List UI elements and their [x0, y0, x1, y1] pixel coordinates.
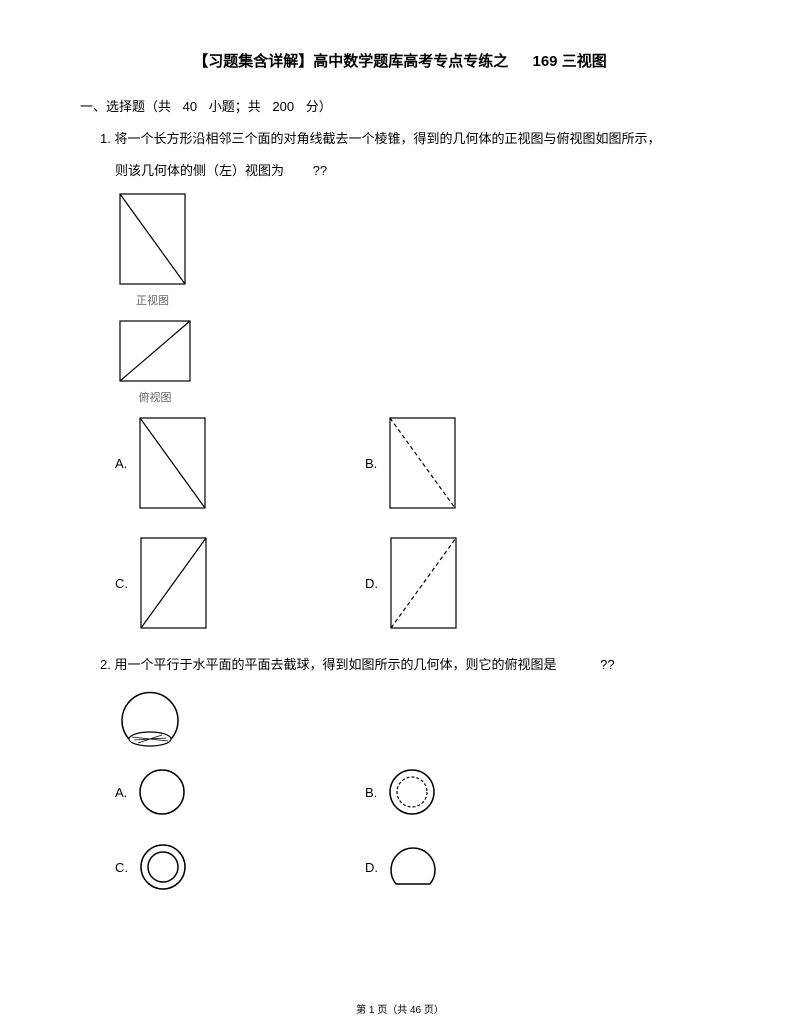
top-view-caption: 俯视图: [115, 389, 195, 405]
q2-qmark: ??: [600, 657, 614, 672]
q1-text1: 将一个长方形沿相邻三个面的对角线截去一个棱锥，得到的几何体的正视图与俯视图如图所…: [114, 131, 660, 146]
q2-text: 用一个平行于水平面的平面去截球，得到如图所示的几何体，则它的俯视图是: [114, 657, 556, 672]
q2-main-svg: [115, 687, 185, 757]
q2-option-a-label: A.: [115, 785, 127, 800]
section-header: 一、选择题（共 40 小题；共 200 分）: [80, 96, 720, 115]
q1-option-a[interactable]: A.: [115, 413, 365, 513]
question-1: 1. 将一个长方形沿相邻三个面的对角线截去一个棱锥，得到的几何体的正视图与俯视图…: [100, 127, 720, 150]
title-prefix: 【习题集含详解】高中数学题库高考专点专练之: [193, 53, 508, 70]
q1-option-c[interactable]: C.: [115, 533, 365, 633]
q1-qmark: ??: [313, 163, 327, 178]
q1-option-c-svg: [136, 533, 211, 633]
page-footer: 第 1 页（共 46 页）: [0, 1001, 800, 1016]
q1-option-d-label: D.: [365, 576, 378, 591]
q2-main-figure: [115, 687, 720, 757]
q2-option-d[interactable]: D.: [365, 840, 615, 895]
title-number: 169: [532, 53, 557, 70]
q1-front-view-figure: 正视图: [115, 189, 720, 308]
q2-option-b[interactable]: B.: [365, 765, 615, 820]
q1-option-c-label: C.: [115, 576, 128, 591]
q2-option-d-svg: [386, 840, 441, 895]
q1-number: 1.: [100, 131, 111, 146]
q1-top-view-figure: 俯视图: [115, 316, 720, 405]
q2-option-a[interactable]: A.: [115, 765, 365, 820]
q1-options: A. B. C. D.: [115, 413, 720, 653]
footer-text: 第 1 页（共 46 页）: [356, 1005, 444, 1016]
q2-option-a-svg: [135, 765, 190, 820]
question-2: 2. 用一个平行于水平面的平面去截球，得到如图所示的几何体，则它的俯视图是 ??: [100, 653, 720, 676]
front-view-svg: [115, 189, 190, 289]
q1-option-d-svg: [386, 533, 461, 633]
q1-option-a-label: A.: [115, 456, 127, 471]
top-view-svg: [115, 316, 195, 386]
q1-text2: 则该几何体的侧（左）视图为: [115, 163, 284, 178]
q2-option-b-svg: [385, 765, 440, 820]
section-mid: 小题；共: [209, 99, 261, 114]
q1-option-b-svg: [385, 413, 460, 513]
q2-number: 2.: [100, 657, 111, 672]
q1-text2-line: 则该几何体的侧（左）视图为 ??: [115, 160, 720, 179]
title-suffix: 三视图: [562, 53, 607, 70]
section-end: 分）: [306, 99, 332, 114]
q2-option-b-label: B.: [365, 785, 377, 800]
q1-option-b-label: B.: [365, 456, 377, 471]
q1-option-d[interactable]: D.: [365, 533, 615, 633]
page-title: 【习题集含详解】高中数学题库高考专点专练之 169 三视图: [80, 50, 720, 71]
q2-options: A. B. C. D.: [115, 765, 720, 915]
q2-option-c-svg: [136, 840, 191, 895]
section-label: 一、选择题（共: [80, 99, 171, 114]
section-points: 200: [272, 99, 294, 114]
section-count: 40: [183, 99, 197, 114]
front-view-caption: 正视图: [115, 292, 190, 308]
q2-option-d-label: D.: [365, 860, 378, 875]
q1-option-a-svg: [135, 413, 210, 513]
q1-option-b[interactable]: B.: [365, 413, 615, 513]
q2-option-c[interactable]: C.: [115, 840, 365, 895]
q2-option-c-label: C.: [115, 860, 128, 875]
